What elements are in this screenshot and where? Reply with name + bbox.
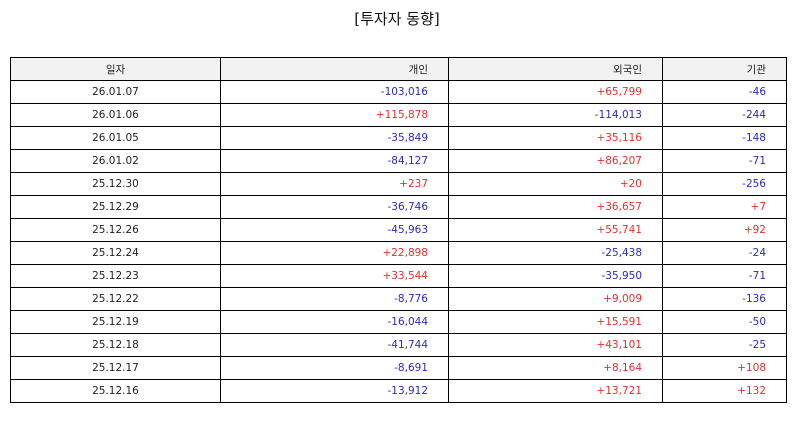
cell-foreign: -114,013 [448,103,663,127]
table-row: 25.12.29 -36,746 +36,657 +7 [10,195,787,219]
cell-foreign: +9,009 [448,287,663,311]
table-header-row: 일자 개인 외국인 기관 [10,57,787,81]
cell-institution: -46 [662,80,787,104]
table-row: 25.12.19 -16,044 +15,591 -50 [10,310,787,334]
cell-foreign: +35,116 [448,126,663,150]
cell-institution: +132 [662,379,787,403]
cell-institution: +92 [662,218,787,242]
cell-date: 25.12.30 [10,172,221,196]
cell-date: 25.12.23 [10,264,221,288]
table-row: 25.12.18 -41,744 +43,101 -25 [10,333,787,357]
cell-date: 26.01.06 [10,103,221,127]
cell-date: 26.01.02 [10,149,221,173]
investor-trend-table: 일자 개인 외국인 기관 26.01.07 -103,016 +65,799 -46 2… [10,57,787,403]
cell-institution: +7 [662,195,787,219]
cell-date: 25.12.16 [10,379,221,403]
cell-institution: -71 [662,264,787,288]
cell-foreign: +43,101 [448,333,663,357]
header-date: 일자 [10,57,221,81]
cell-individual: -16,044 [220,310,449,334]
cell-individual: -103,016 [220,80,449,104]
table-body: 26.01.07 -103,016 +65,799 -46 26.01.06 +115,8… [10,80,787,403]
cell-foreign: +20 [448,172,663,196]
cell-foreign: -35,950 [448,264,663,288]
page-title: [투자자 동향] [354,10,440,28]
header-institution: 기관 [662,57,787,81]
cell-individual: +237 [220,172,449,196]
cell-individual: +22,898 [220,241,449,265]
cell-institution: -71 [662,149,787,173]
cell-foreign: -25,438 [448,241,663,265]
cell-institution: -24 [662,241,787,265]
table-row: 25.12.17 -8,691 +8,164 +108 [10,356,787,380]
header-individual: 개인 [220,57,449,81]
cell-institution: -244 [662,103,787,127]
table-row: 25.12.26 -45,963 +55,741 +92 [10,218,787,242]
cell-individual: -35,849 [220,126,449,150]
table-row: 25.12.22 -8,776 +9,009 -136 [10,287,787,311]
cell-individual: -13,912 [220,379,449,403]
cell-individual: -84,127 [220,149,449,173]
cell-foreign: +15,591 [448,310,663,334]
cell-individual: +33,544 [220,264,449,288]
cell-date: 26.01.07 [10,80,221,104]
cell-foreign: +86,207 [448,149,663,173]
header-foreign: 외국인 [448,57,663,81]
table-row: 26.01.02 -84,127 +86,207 -71 [10,149,787,173]
cell-foreign: +65,799 [448,80,663,104]
cell-foreign: +55,741 [448,218,663,242]
cell-date: 25.12.24 [10,241,221,265]
cell-date: 25.12.22 [10,287,221,311]
table-row: 26.01.06 +115,878 -114,013 -244 [10,103,787,127]
cell-date: 25.12.17 [10,356,221,380]
table-row: 26.01.07 -103,016 +65,799 -46 [10,80,787,104]
cell-individual: -41,744 [220,333,449,357]
table-row: 25.12.16 -13,912 +13,721 +132 [10,379,787,403]
table-row: 25.12.23 +33,544 -35,950 -71 [10,264,787,288]
table-row: 25.12.24 +22,898 -25,438 -24 [10,241,787,265]
cell-institution: -25 [662,333,787,357]
cell-date: 25.12.19 [10,310,221,334]
cell-individual: +115,878 [220,103,449,127]
cell-date: 25.12.26 [10,218,221,242]
cell-individual: -45,963 [220,218,449,242]
cell-foreign: +8,164 [448,356,663,380]
cell-institution: -256 [662,172,787,196]
cell-date: 25.12.18 [10,333,221,357]
cell-foreign: +36,657 [448,195,663,219]
cell-institution: -148 [662,126,787,150]
cell-institution: -136 [662,287,787,311]
cell-institution: +108 [662,356,787,380]
cell-individual: -36,746 [220,195,449,219]
cell-date: 25.12.29 [10,195,221,219]
table-row: 25.12.30 +237 +20 -256 [10,172,787,196]
table-row: 26.01.05 -35,849 +35,116 -148 [10,126,787,150]
cell-individual: -8,691 [220,356,449,380]
cell-foreign: +13,721 [448,379,663,403]
cell-date: 26.01.05 [10,126,221,150]
cell-institution: -50 [662,310,787,334]
cell-individual: -8,776 [220,287,449,311]
